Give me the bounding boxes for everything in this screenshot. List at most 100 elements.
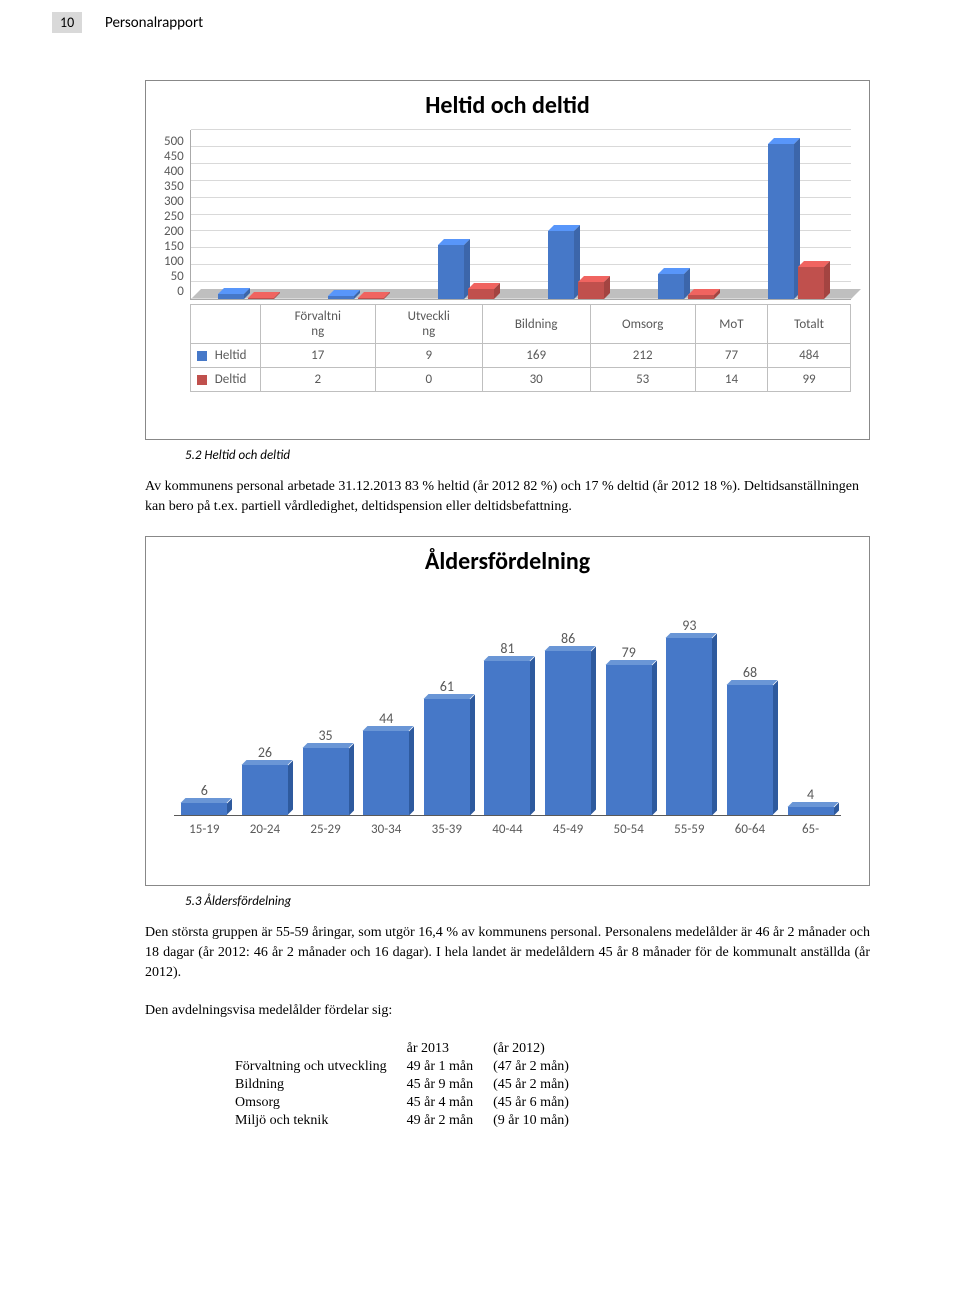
chart2-xlabel: 20-24 [235, 822, 296, 837]
chart1-bar-group [301, 296, 411, 299]
chart1-bar [468, 289, 494, 299]
chart1-series-name: Heltid [190, 344, 260, 368]
content-area: Heltid och deltid 5004504003503002502001… [0, 0, 960, 1170]
legend-label: Heltid [215, 348, 247, 363]
chart2-xlabel: 55-59 [659, 822, 720, 837]
chart1-table-cell: 53 [590, 368, 695, 392]
chart1-bar-group [191, 294, 301, 299]
chart2-xlabel: 25-29 [295, 822, 356, 837]
chart-aldersfordelning: Åldersfördelning 62635446181867993684 15… [145, 536, 870, 886]
age-table-cell: 49 år 2 mån [407, 1112, 493, 1130]
chart1-ytick: 300 [164, 194, 184, 209]
chart1-table-cell: 99 [768, 368, 851, 392]
chart1-table-cell: 2 [260, 368, 375, 392]
chart2-value-label: 6 [201, 782, 208, 799]
chart1-gridline [191, 129, 851, 130]
chart2-bar [727, 685, 773, 814]
chart1-title: Heltid och deltid [146, 81, 869, 120]
legend-color-swatch [197, 375, 207, 385]
chart1-bar-group [631, 274, 741, 299]
chart2-title: Åldersfördelning [146, 537, 869, 576]
chart2-bar [303, 748, 349, 815]
chart1-ytick: 500 [164, 134, 184, 149]
chart1-ytick: 100 [164, 254, 184, 269]
age-table-header: (år 2012) [493, 1040, 589, 1058]
chart2-xlabel: 15-19 [174, 822, 235, 837]
chart1-bar [438, 245, 464, 299]
chart2-column: 4 [780, 786, 841, 815]
chart1-bar [358, 298, 384, 299]
chart1-table-header: Totalt [768, 305, 851, 344]
chart1-table-header: Bildning [482, 305, 590, 344]
chart1-bar [248, 298, 274, 299]
chart1-table-cell: 14 [695, 368, 767, 392]
chart1-table-cell: 9 [375, 344, 482, 368]
chart2-column: 79 [598, 644, 659, 815]
chart2-column: 35 [295, 727, 356, 815]
age-table-header: år 2013 [407, 1040, 493, 1058]
paragraph-2: Den största gruppen är 55-59 åringar, so… [145, 923, 870, 984]
chart2-bar [606, 665, 652, 815]
chart2-body: 62635446181867993684 15-1920-2425-2930-3… [174, 596, 841, 856]
chart1-bar [328, 296, 354, 299]
legend-label: Deltid [215, 372, 247, 387]
age-table-cell: Omsorg [235, 1094, 407, 1112]
chart1-bar-group [741, 144, 851, 299]
chart1-table-cell: 484 [768, 344, 851, 368]
chart1-bar [688, 295, 714, 299]
age-table-cell: Bildning [235, 1076, 407, 1094]
chart2-column: 86 [538, 630, 599, 814]
chart2-value-label: 81 [500, 640, 514, 657]
chart2-column: 68 [720, 664, 781, 814]
chart1-table-cell: 77 [695, 344, 767, 368]
chart1-bar-group [521, 231, 631, 299]
legend-color-swatch [197, 351, 207, 361]
chart2-xlabel: 65- [780, 822, 841, 837]
chart1-ytick: 150 [164, 239, 184, 254]
chart1-ytick: 400 [164, 164, 184, 179]
chart1-ytick: 350 [164, 179, 184, 194]
chart2-bar [242, 765, 288, 814]
chart1-data-table: Förvaltni ngUtveckli ngBildningOmsorgMoT… [190, 304, 851, 392]
chart1-ytick: 450 [164, 149, 184, 164]
chart1-ytick: 200 [164, 224, 184, 239]
chart-heltid-deltid: Heltid och deltid 5004504003503002502001… [145, 80, 870, 440]
age-table-cell: (45 år 6 mån) [493, 1094, 589, 1112]
chart2-bar [788, 807, 834, 815]
chart1-bar [548, 231, 574, 299]
chart2-bar [424, 699, 470, 815]
chart2-xlabel: 40-44 [477, 822, 538, 837]
chart2-xlabel: 30-34 [356, 822, 417, 837]
age-table-cell: (45 år 2 mån) [493, 1076, 589, 1094]
chart1-caption: 5.2 Heltid och deltid [185, 448, 870, 463]
age-table-cell: Förvaltning och utveckling [235, 1058, 407, 1076]
chart1-ytick: 250 [164, 209, 184, 224]
page-number-box: 10 [52, 12, 82, 33]
age-table-cell: 45 år 9 mån [407, 1076, 493, 1094]
chart1-ytick: 0 [177, 284, 184, 299]
chart2-xlabel: 35-39 [417, 822, 478, 837]
age-distribution-table: år 2013(år 2012) Förvaltning och utveckli… [235, 1040, 589, 1130]
chart1-bar [218, 294, 244, 299]
age-table-cell: (47 år 2 mån) [493, 1058, 589, 1076]
chart1-bar [658, 274, 684, 299]
chart2-value-label: 61 [440, 678, 454, 695]
chart2-bar [363, 731, 409, 815]
chart2-plot: 62635446181867993684 [174, 596, 841, 816]
chart2-column: 6 [174, 782, 235, 814]
chart2-column: 26 [235, 744, 296, 814]
chart2-column: 44 [356, 710, 417, 815]
chart1-bar [578, 282, 604, 299]
age-table-cell: 45 år 4 mån [407, 1094, 493, 1112]
chart1-yaxis: 500450400350300250200150100500 [164, 134, 190, 296]
chart2-value-label: 4 [807, 786, 814, 803]
chart2-value-label: 86 [561, 630, 575, 647]
chart2-value-label: 68 [743, 664, 757, 681]
chart1-body: 500450400350300250200150100500 Förvaltni… [146, 120, 869, 392]
page-number: 10 [60, 14, 74, 31]
chart2-bar [484, 661, 530, 815]
chart2-xaxis: 15-1920-2425-2930-3435-3940-4445-4950-54… [174, 816, 841, 837]
chart2-value-label: 35 [318, 727, 332, 744]
chart2-xlabel: 60-64 [720, 822, 781, 837]
chart1-table-cell: 0 [375, 368, 482, 392]
